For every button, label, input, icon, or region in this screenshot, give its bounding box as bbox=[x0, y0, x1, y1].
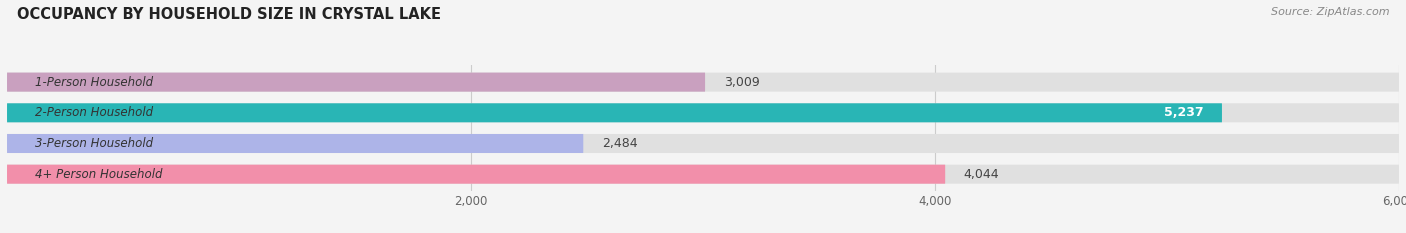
FancyBboxPatch shape bbox=[7, 103, 1399, 122]
FancyBboxPatch shape bbox=[7, 165, 945, 184]
Text: Source: ZipAtlas.com: Source: ZipAtlas.com bbox=[1271, 7, 1389, 17]
Text: 2-Person Household: 2-Person Household bbox=[35, 106, 153, 119]
Text: 5,237: 5,237 bbox=[1164, 106, 1204, 119]
Text: 3-Person Household: 3-Person Household bbox=[35, 137, 153, 150]
Text: 1-Person Household: 1-Person Household bbox=[35, 76, 153, 89]
Text: 4+ Person Household: 4+ Person Household bbox=[35, 168, 162, 181]
Text: 3,009: 3,009 bbox=[724, 76, 759, 89]
Text: 2,484: 2,484 bbox=[602, 137, 637, 150]
FancyBboxPatch shape bbox=[7, 73, 1399, 92]
FancyBboxPatch shape bbox=[7, 165, 1399, 184]
FancyBboxPatch shape bbox=[7, 103, 1222, 122]
FancyBboxPatch shape bbox=[7, 134, 583, 153]
Text: 4,044: 4,044 bbox=[963, 168, 1000, 181]
FancyBboxPatch shape bbox=[7, 73, 704, 92]
FancyBboxPatch shape bbox=[7, 134, 1399, 153]
Text: OCCUPANCY BY HOUSEHOLD SIZE IN CRYSTAL LAKE: OCCUPANCY BY HOUSEHOLD SIZE IN CRYSTAL L… bbox=[17, 7, 441, 22]
